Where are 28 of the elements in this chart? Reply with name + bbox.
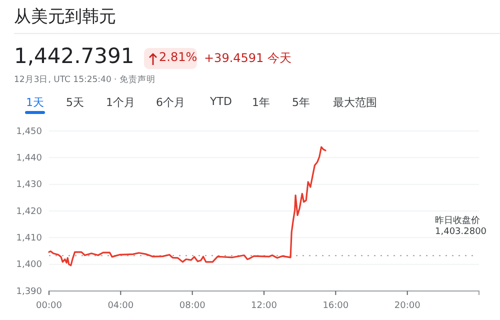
y-tick-label: 1,400 xyxy=(16,260,42,270)
text: 1天 xyxy=(26,95,44,110)
x-tick-label: 20:00 xyxy=(394,300,421,311)
text: 1年 xyxy=(252,95,270,110)
ref-line-label: 昨日收盘价 1,403.2800 xyxy=(435,216,488,239)
text: 12月3日, UTC 15:25:40 · 免责声明 xyxy=(14,74,156,86)
text: YTD xyxy=(210,95,232,108)
text: 1个月 xyxy=(106,95,135,110)
y-tick-label: 1,410 xyxy=(16,234,42,244)
x-tick-label: 08:00 xyxy=(179,300,206,311)
y-tick-label: 1,440 xyxy=(16,154,42,164)
y-tick-label: 1,420 xyxy=(16,206,42,217)
text: 最大范围 xyxy=(333,95,377,110)
text: 2.81% xyxy=(159,50,198,64)
text: 5年 xyxy=(292,95,310,110)
text: +39.4591 今天 xyxy=(204,50,292,67)
line-series xyxy=(48,146,326,266)
x-tick-label: 00:00 xyxy=(36,300,62,311)
x-tick-label: 12:00 xyxy=(251,300,278,311)
text: 5天 xyxy=(66,95,84,110)
x-tick-label: 04:00 xyxy=(108,300,134,311)
y-tick-label: 1,450 xyxy=(16,126,42,137)
y-tick-label: 1,430 xyxy=(16,180,42,190)
x-tick-label: 16:00 xyxy=(322,300,349,311)
text: 6个月 xyxy=(156,95,185,110)
text: 1,442.7391 xyxy=(14,44,134,68)
y-tick-label: 1,390 xyxy=(16,286,42,297)
chart-title: 从美元到韩元 xyxy=(14,6,116,28)
